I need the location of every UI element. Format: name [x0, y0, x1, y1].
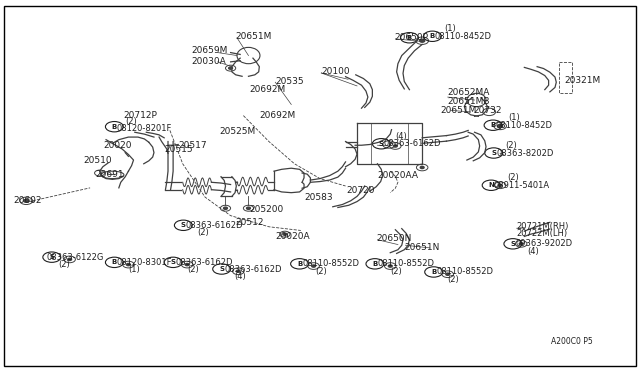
Text: 20583: 20583 [305, 193, 333, 202]
Text: 20722M(LH): 20722M(LH) [516, 229, 568, 238]
Text: (2): (2) [187, 265, 199, 274]
Text: 20100: 20100 [321, 67, 350, 76]
Text: 08110-8452D: 08110-8452D [495, 121, 552, 130]
Text: S: S [219, 266, 224, 272]
Text: 08911-5401A: 08911-5401A [493, 181, 550, 190]
Circle shape [236, 270, 240, 272]
Circle shape [394, 145, 397, 147]
Text: B: B [490, 122, 496, 128]
Text: 08363-6122G: 08363-6122G [47, 253, 104, 262]
Text: 20691: 20691 [95, 170, 124, 179]
Text: 20651N: 20651N [404, 243, 440, 252]
Text: (4): (4) [234, 272, 246, 281]
Text: (2): (2) [505, 141, 517, 150]
Text: 20535: 20535 [275, 77, 304, 86]
Circle shape [388, 265, 392, 267]
Text: 20020A: 20020A [275, 231, 310, 241]
Text: 20712P: 20712P [123, 111, 157, 120]
Text: 08363-6162D: 08363-6162D [186, 221, 243, 230]
Circle shape [185, 263, 189, 266]
Text: (2): (2) [390, 267, 402, 276]
Text: S: S [510, 241, 515, 247]
Circle shape [24, 199, 29, 202]
Text: 08363-8202D: 08363-8202D [496, 148, 554, 157]
Text: B: B [372, 261, 378, 267]
Text: B: B [430, 33, 435, 39]
Text: 08110-8552D: 08110-8552D [302, 259, 359, 268]
Text: 20321M: 20321M [564, 76, 600, 85]
Circle shape [420, 166, 424, 169]
Text: 08363-6162D: 08363-6162D [224, 264, 282, 273]
Text: 08120-8301F: 08120-8301F [117, 258, 172, 267]
Text: A200C0 P5: A200C0 P5 [551, 337, 593, 346]
Text: 20020AA: 20020AA [378, 171, 419, 180]
Text: 20651M: 20651M [236, 32, 272, 41]
Circle shape [446, 273, 450, 275]
Text: 20515: 20515 [164, 145, 193, 154]
Text: (2): (2) [448, 275, 460, 284]
Circle shape [127, 263, 131, 266]
Text: S: S [492, 150, 496, 156]
Text: 20720: 20720 [347, 186, 375, 195]
Text: 205200: 205200 [250, 205, 284, 214]
Text: (2): (2) [125, 117, 137, 126]
Text: (2): (2) [58, 260, 70, 269]
Text: 08110-8452D: 08110-8452D [435, 32, 492, 41]
Text: 20659M: 20659M [191, 46, 227, 55]
Text: 20650P: 20650P [395, 33, 429, 42]
Text: 08363-6162D: 08363-6162D [384, 139, 442, 148]
Circle shape [223, 207, 227, 209]
Text: 20602: 20602 [13, 196, 42, 205]
Text: (2): (2) [507, 173, 519, 182]
Circle shape [246, 207, 250, 209]
Text: (1): (1) [445, 24, 456, 33]
Text: 20651M: 20651M [440, 106, 476, 115]
Text: S: S [181, 222, 186, 228]
Text: 20510: 20510 [84, 155, 113, 164]
Text: 08110-8552D: 08110-8552D [436, 267, 493, 276]
Text: 20030A: 20030A [191, 57, 226, 65]
Text: B: B [431, 269, 436, 275]
Text: 08120-8201F: 08120-8201F [117, 124, 172, 133]
Text: (2): (2) [316, 267, 327, 276]
Text: B: B [297, 261, 302, 267]
Text: B: B [112, 259, 117, 265]
Circle shape [498, 184, 502, 186]
Text: B: B [407, 35, 412, 41]
Text: 20650N: 20650N [376, 234, 412, 243]
Text: 20517: 20517 [178, 141, 207, 150]
Text: S: S [171, 259, 175, 265]
Text: 20512: 20512 [236, 218, 264, 227]
Text: 20652MA: 20652MA [448, 88, 490, 97]
Text: 20525M: 20525M [219, 127, 255, 136]
Circle shape [519, 243, 523, 245]
Text: 20651MB: 20651MB [448, 97, 490, 106]
Text: 20732: 20732 [473, 106, 502, 115]
Circle shape [68, 258, 72, 260]
Text: 20721M(RH): 20721M(RH) [516, 221, 569, 231]
Text: (1): (1) [129, 265, 140, 274]
Text: 20692M: 20692M [259, 111, 296, 120]
Circle shape [312, 265, 316, 267]
Text: (2): (2) [197, 228, 209, 237]
Text: S: S [49, 254, 54, 260]
Text: (1): (1) [508, 113, 520, 122]
Circle shape [228, 67, 232, 69]
Circle shape [283, 233, 287, 235]
Circle shape [420, 39, 425, 42]
Text: N: N [488, 182, 494, 188]
Text: 20020: 20020 [103, 141, 131, 150]
Text: 08110-8552D: 08110-8552D [378, 259, 435, 268]
Text: 20692M: 20692M [250, 85, 286, 94]
Text: 09363-9202D: 09363-9202D [515, 239, 573, 248]
Text: B: B [112, 124, 117, 130]
Text: S: S [379, 141, 384, 147]
Text: 08363-6162D: 08363-6162D [175, 258, 233, 267]
Circle shape [497, 125, 502, 128]
Text: (4): (4) [396, 132, 407, 141]
Text: (4): (4) [527, 247, 540, 256]
